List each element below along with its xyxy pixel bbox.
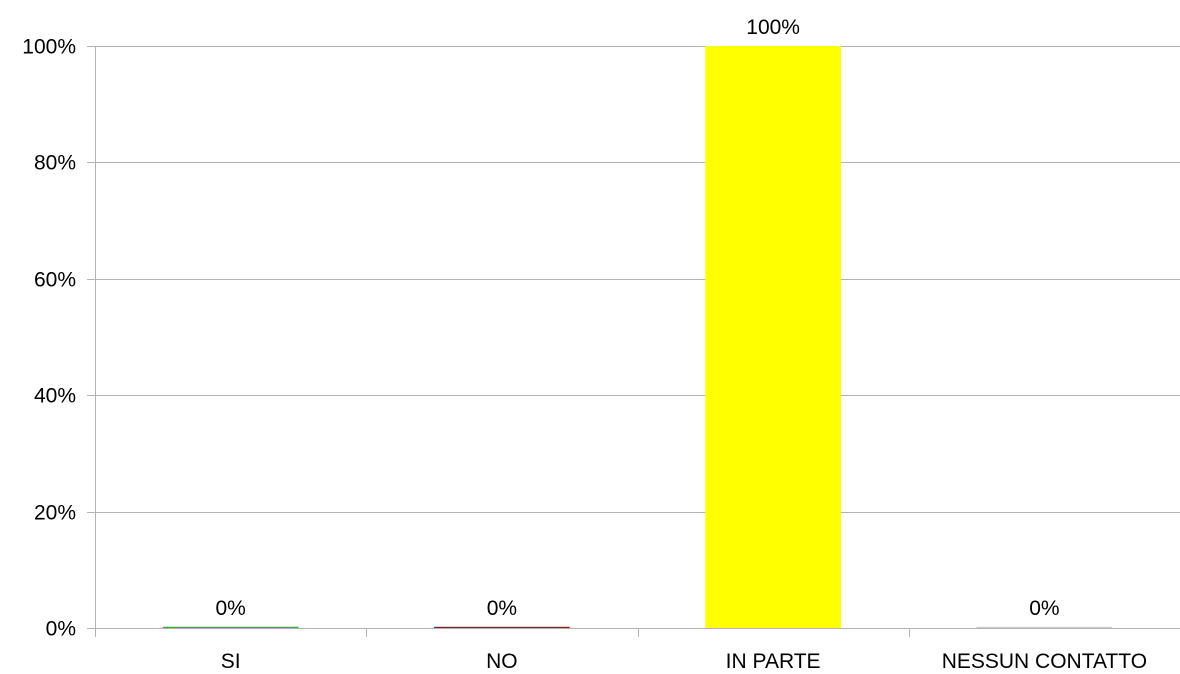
data-label: 0%	[215, 597, 245, 620]
data-label: 0%	[1029, 597, 1059, 620]
axes	[95, 46, 910, 637]
bar	[705, 46, 841, 628]
y-tick-label: 100%	[22, 36, 76, 59]
x-tick-label: IN PARTE	[726, 650, 821, 673]
bar	[162, 626, 299, 628]
x-tick-label: NO	[486, 650, 518, 673]
x-tick-label: NESSUN CONTATTO	[942, 650, 1147, 673]
y-tick-label: 40%	[34, 385, 76, 408]
y-tick-label: 60%	[34, 269, 76, 292]
bars	[162, 46, 1113, 628]
bar	[434, 626, 570, 628]
data-label: 0%	[487, 597, 517, 620]
y-tick-label: 0%	[46, 618, 76, 641]
bar	[976, 626, 1113, 628]
x-tick-label: SI	[221, 650, 241, 673]
labels: 0% 20% 40% 60% 80% 100% 0% SI 0% NO 100% IN PARTE 0%…	[22, 16, 1147, 673]
data-label: 100%	[746, 16, 800, 39]
gridlines	[87, 46, 1180, 629]
y-tick-label: 20%	[34, 502, 76, 525]
y-tick-label: 80%	[34, 152, 76, 175]
